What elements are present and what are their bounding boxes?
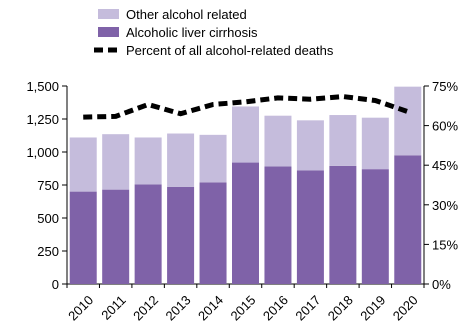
x-tick-label: 2013	[163, 292, 194, 323]
x-tick-label: 2018	[325, 292, 356, 323]
bar-other-2014	[199, 134, 227, 183]
left-tick-label: 1,000	[26, 145, 59, 160]
left-tick-label: 1,250	[26, 112, 59, 127]
x-tick-label: 2010	[65, 292, 96, 323]
bar-other-2013	[167, 133, 195, 187]
left-tick-label: 1,500	[26, 79, 59, 94]
bars	[69, 86, 422, 284]
left-tick-label: 750	[37, 178, 59, 193]
x-tick-label: 2019	[357, 292, 388, 323]
bar-cirrhosis-2012	[134, 184, 162, 284]
legend: Other alcohol related Alcoholic liver cir…	[94, 7, 334, 58]
x-tick-label: 2011	[98, 292, 128, 322]
left-tick-label: 500	[37, 211, 59, 226]
right-tick-label: 15%	[432, 237, 458, 252]
legend-label-2: Percent of all alcohol-related deaths	[126, 43, 334, 58]
right-tick-label: 45%	[432, 158, 458, 173]
x-tick-label: 2016	[260, 292, 291, 323]
bar-cirrhosis-2010	[69, 191, 97, 284]
right-tick-label: 75%	[432, 79, 458, 94]
bar-other-2019	[361, 117, 389, 170]
bar-other-2012	[134, 137, 162, 185]
bar-cirrhosis-2014	[199, 182, 227, 284]
x-tick-label: 2012	[130, 292, 161, 323]
bar-other-2015	[232, 106, 259, 163]
legend-swatch-1	[98, 27, 119, 37]
bar-cirrhosis-2015	[232, 162, 259, 284]
legend-swatch-0	[98, 9, 119, 19]
bar-other-2018	[329, 115, 357, 166]
right-tick-label: 0%	[432, 277, 451, 292]
legend-label-1: Alcoholic liver cirrhosis	[126, 25, 258, 40]
bar-cirrhosis-2020	[394, 155, 422, 284]
right-tick-label: 60%	[432, 119, 458, 134]
bar-other-2010	[69, 137, 97, 192]
bar-cirrhosis-2019	[361, 169, 389, 284]
bar-other-2017	[296, 120, 324, 171]
bar-cirrhosis-2016	[264, 166, 292, 284]
left-tick-label: 0	[52, 277, 59, 292]
bar-cirrhosis-2017	[296, 170, 324, 284]
x-tick-label: 2015	[227, 292, 258, 323]
bar-cirrhosis-2011	[102, 189, 130, 284]
x-tick-label: 2020	[390, 292, 421, 323]
legend-label-0: Other alcohol related	[126, 7, 247, 22]
bar-other-2011	[102, 134, 130, 190]
percent-line	[83, 94, 409, 120]
left-tick-label: 250	[37, 244, 59, 259]
x-tick-label: 2017	[292, 292, 323, 323]
bar-cirrhosis-2013	[167, 186, 195, 284]
bar-cirrhosis-2018	[329, 165, 357, 284]
x-tick-label: 2014	[195, 292, 226, 323]
right-tick-label: 30%	[432, 198, 458, 213]
bar-other-2020	[394, 86, 422, 156]
bar-other-2016	[264, 115, 292, 167]
